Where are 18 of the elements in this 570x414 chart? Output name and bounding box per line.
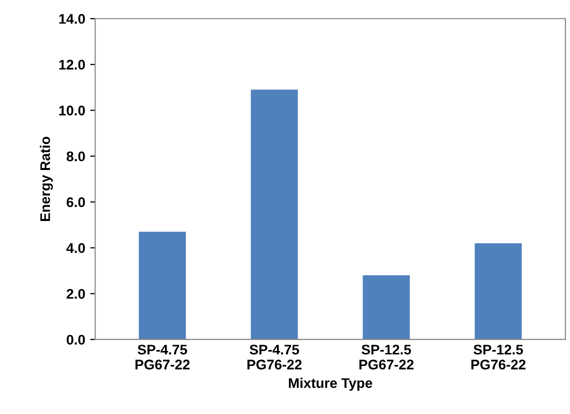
- bar: [138, 232, 186, 340]
- y-tick-label: 8.0: [66, 151, 85, 162]
- bar: [474, 243, 522, 340]
- y-tick-label: 2.0: [66, 288, 85, 299]
- y-tick-label: 4.0: [66, 243, 85, 253]
- x-tick-label: SP-12.5 PG67-22: [359, 344, 414, 370]
- y-tick-label: 10.0: [59, 106, 85, 116]
- y-tick-label: 6.0: [66, 197, 85, 208]
- x-axis-title: Mixture Type: [288, 378, 372, 391]
- bar: [362, 275, 410, 340]
- y-axis-title: Energy Ratio: [40, 136, 53, 221]
- x-tick-label: SP-12.5 PG76-22: [471, 344, 526, 370]
- y-tick-label: 0.0: [66, 334, 85, 345]
- y-tick-label: 12.0: [59, 60, 85, 70]
- y-tick-label: 14.0: [59, 14, 85, 24]
- bar: [250, 90, 298, 340]
- x-tick-label: SP-4.75 PG67-22: [136, 344, 190, 370]
- x-tick-label: SP-4.75 PG76-22: [247, 344, 302, 370]
